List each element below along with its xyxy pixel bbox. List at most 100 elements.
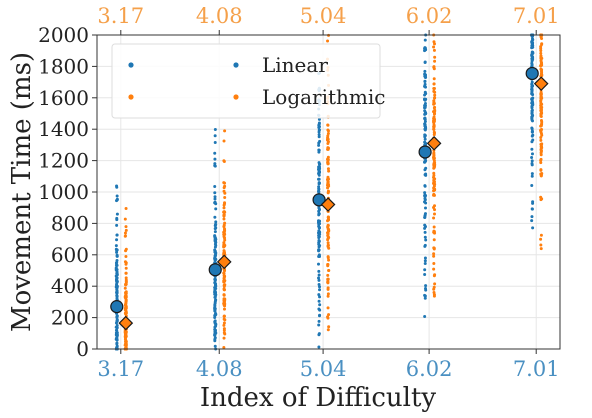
scatter-point-logarithmic	[539, 56, 543, 60]
scatter-point-linear	[423, 84, 427, 88]
scatter-point-linear	[530, 159, 534, 163]
scatter-point-logarithmic	[326, 162, 330, 166]
scatter-point-linear	[424, 238, 428, 242]
scatter-point-logarithmic	[326, 146, 330, 150]
scatter-point-logarithmic	[539, 98, 543, 102]
scatter-point-linear	[423, 191, 427, 195]
top-tick-label: 3.17	[97, 4, 144, 28]
scatter-point-linear	[317, 269, 321, 273]
scatter-point-logarithmic	[432, 87, 436, 91]
scatter-point-logarithmic	[222, 314, 226, 318]
scatter-point-linear	[213, 245, 217, 249]
scatter-point-linear	[530, 219, 534, 223]
scatter-point-logarithmic	[432, 216, 436, 220]
scatter-point-logarithmic	[222, 345, 226, 349]
scatter-point-logarithmic	[222, 139, 226, 143]
top-tick-label: 6.02	[406, 4, 453, 28]
scatter-point-linear	[115, 296, 119, 300]
scatter-point-linear	[531, 113, 535, 117]
scatter-point-logarithmic	[124, 261, 128, 265]
scatter-point-logarithmic	[432, 254, 436, 258]
scatter-point-logarithmic	[327, 258, 331, 262]
scatter-point-linear	[530, 162, 534, 166]
mean-marker-logarithmic	[118, 315, 134, 331]
scatter-point-logarithmic	[124, 254, 128, 258]
scatter-point-linear	[115, 319, 119, 323]
scatter-point-logarithmic	[432, 165, 436, 169]
scatter-point-logarithmic	[432, 102, 436, 106]
scatter-point-linear	[530, 147, 534, 151]
scatter-point-logarithmic	[222, 213, 226, 217]
scatter-point-linear	[213, 162, 217, 166]
y-tick-label: 200	[51, 306, 89, 330]
scatter-point-logarithmic	[432, 230, 436, 234]
scatter-point-linear	[317, 233, 321, 237]
scatter-point-linear	[213, 320, 217, 324]
scatter-point-linear	[423, 223, 427, 227]
scatter-point-linear	[530, 97, 534, 101]
scatter-point-linear	[213, 307, 217, 311]
scatter-point-linear	[423, 293, 427, 297]
scatter-point-linear	[115, 254, 119, 258]
scatter-point-linear	[424, 97, 428, 101]
scatter-point-logarithmic	[124, 279, 128, 283]
scatter-point-logarithmic	[432, 45, 436, 49]
scatter-point-linear	[423, 127, 427, 131]
scatter-point-linear	[213, 315, 217, 319]
scatter-point-logarithmic	[222, 328, 226, 332]
scatter-point-linear	[423, 243, 427, 247]
x-axis-label: Index of Difficulty	[200, 383, 437, 413]
scatter-point-linear	[213, 128, 217, 132]
scatter-point-linear	[317, 276, 321, 280]
scatter-point-linear	[317, 299, 321, 303]
scatter-point-logarithmic	[539, 92, 543, 96]
scatter-point-linear	[318, 230, 322, 234]
scatter-point-logarithmic	[432, 171, 436, 175]
scatter-point-logarithmic	[539, 114, 543, 118]
scatter-point-linear	[423, 212, 427, 216]
scatter-point-linear	[531, 55, 535, 59]
legend-marker-logarithmic-2	[233, 94, 239, 100]
scatter-point-logarithmic	[432, 48, 436, 52]
scatter-point-logarithmic	[223, 301, 227, 305]
scatter-point-logarithmic	[539, 237, 543, 241]
x-tick-label: 5.04	[300, 357, 347, 381]
scatter-point-linear	[317, 123, 321, 127]
mean-marker-logarithmic	[426, 135, 442, 151]
scatter-point-linear	[530, 174, 534, 178]
scatter-point-logarithmic	[124, 207, 128, 211]
scatter-point-logarithmic	[124, 283, 128, 287]
scatter-point-logarithmic	[432, 285, 436, 289]
scatter-point-logarithmic	[539, 151, 543, 155]
scatter-point-linear	[214, 220, 218, 224]
legend-box	[111, 43, 381, 119]
scatter-point-linear	[213, 288, 217, 292]
scatter-point-linear	[213, 333, 217, 337]
scatter-point-logarithmic	[222, 189, 226, 193]
y-tick-label: 1800	[38, 54, 89, 78]
scatter-point-logarithmic	[223, 129, 227, 133]
scatter-point-linear	[115, 233, 119, 237]
scatter-point-linear	[530, 155, 534, 159]
scatter-point-linear	[115, 290, 119, 294]
scatter-point-linear	[317, 168, 321, 172]
scatter-point-logarithmic	[539, 60, 543, 64]
scatter-point-linear	[423, 206, 427, 210]
scatter-point-logarithmic	[124, 305, 128, 309]
scatter-point-logarithmic	[433, 96, 437, 100]
scatter-point-logarithmic	[124, 225, 128, 229]
y-tick-label: 1400	[38, 117, 89, 141]
scatter-point-linear	[213, 292, 217, 296]
scatter-point-linear	[423, 226, 427, 230]
scatter-point-linear	[317, 165, 321, 169]
scatter-point-logarithmic	[326, 167, 330, 171]
scatter-point-logarithmic	[223, 238, 227, 242]
top-tick-label: 5.04	[300, 4, 347, 28]
scatter-point-logarithmic	[123, 295, 127, 299]
scatter-point-logarithmic	[124, 276, 128, 280]
scatter-point-logarithmic	[223, 232, 227, 236]
scatter-point-linear	[318, 303, 322, 307]
axes: 0 200 400 600 800 1000 1200 1400 1600 1800 2000 3.1…	[38, 4, 559, 381]
scatter-point-logarithmic	[326, 224, 330, 228]
scatter-point-linear	[317, 190, 321, 194]
